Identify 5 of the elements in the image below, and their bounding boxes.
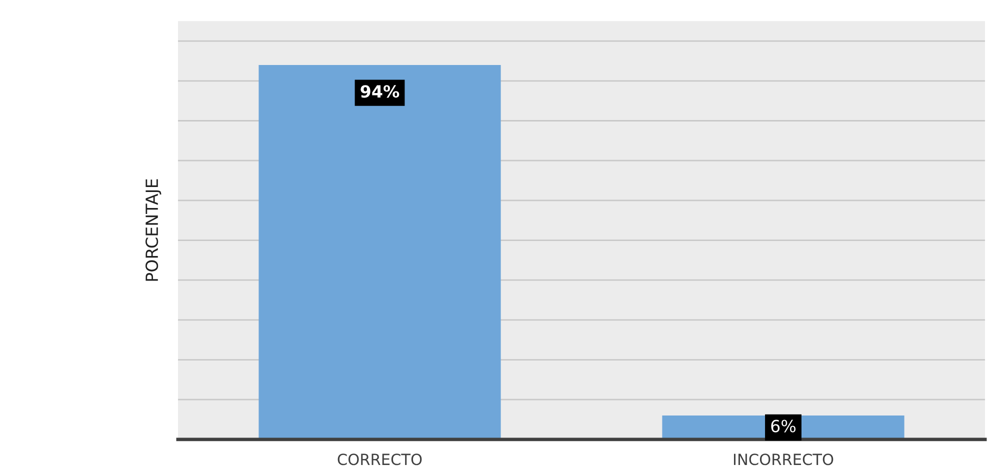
x-tick-label: INCORRECTO xyxy=(734,454,834,466)
data-label: 94% xyxy=(360,85,400,98)
x-tick-label: CORRECTO xyxy=(338,454,422,466)
y-axis-title: PORCENTAJE xyxy=(145,179,162,281)
data-label: 6% xyxy=(771,420,796,432)
